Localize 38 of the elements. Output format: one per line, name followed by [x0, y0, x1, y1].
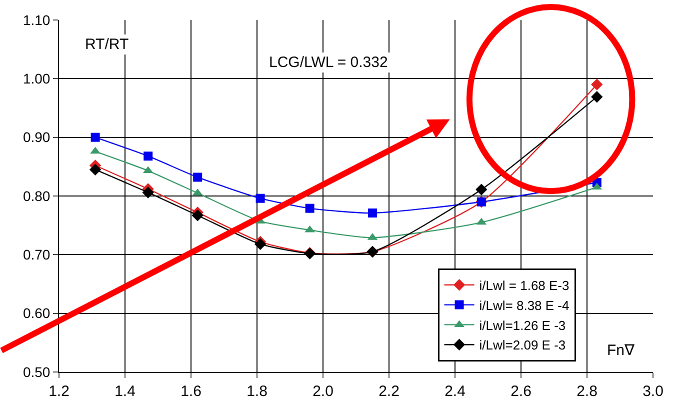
- point: [305, 204, 314, 213]
- point: [90, 132, 100, 142]
- x-tick-label: 2.6: [510, 383, 532, 400]
- x-tick-label: 2.0: [312, 383, 334, 400]
- x-axis-title: Fn∇: [607, 342, 636, 359]
- y-axis-title: RT/RT: [85, 36, 129, 53]
- point: [254, 238, 266, 250]
- x-tick-label: 2.2: [378, 383, 400, 400]
- y-tick-label: 1.10: [22, 12, 50, 28]
- y-tick-label: 1.00: [22, 70, 50, 87]
- annotation: LCG/LWL = 0.332: [269, 54, 388, 71]
- x-tick-label: 1.2: [48, 383, 70, 400]
- x-tick-label: 2.8: [576, 383, 598, 400]
- legend-label: i/Lwl=1.26 E -3: [479, 318, 566, 333]
- x-tick-label: 1.8: [246, 383, 268, 400]
- point: [368, 208, 377, 218]
- y-tick-label: 0.70: [22, 246, 50, 263]
- point: [90, 146, 100, 154]
- y-tick-label: 0.60: [22, 305, 50, 322]
- point: [256, 194, 265, 203]
- x-tick-label: 2.4: [444, 383, 466, 400]
- point: [192, 210, 204, 222]
- legend-label: i/Lwl=2.09 E -3: [479, 338, 566, 353]
- legend-label: i/Lwl= 8.38 E -4: [479, 298, 570, 313]
- x-tick-label: 1.4: [114, 383, 136, 400]
- point: [193, 172, 202, 182]
- point: [89, 164, 102, 176]
- x-tick-label: 3.0: [642, 383, 664, 400]
- point: [144, 152, 153, 161]
- y-tick-label: 0.90: [22, 129, 50, 146]
- x-tick-label: 1.6: [180, 383, 202, 400]
- y-tick-label: 0.80: [22, 188, 50, 204]
- point: [591, 91, 603, 103]
- legend-label: i/Lwl = 1.68 E-3: [479, 278, 570, 293]
- y-tick-label: 0.50: [22, 364, 50, 380]
- point: [476, 184, 488, 196]
- point: [142, 186, 154, 198]
- point: [591, 78, 603, 90]
